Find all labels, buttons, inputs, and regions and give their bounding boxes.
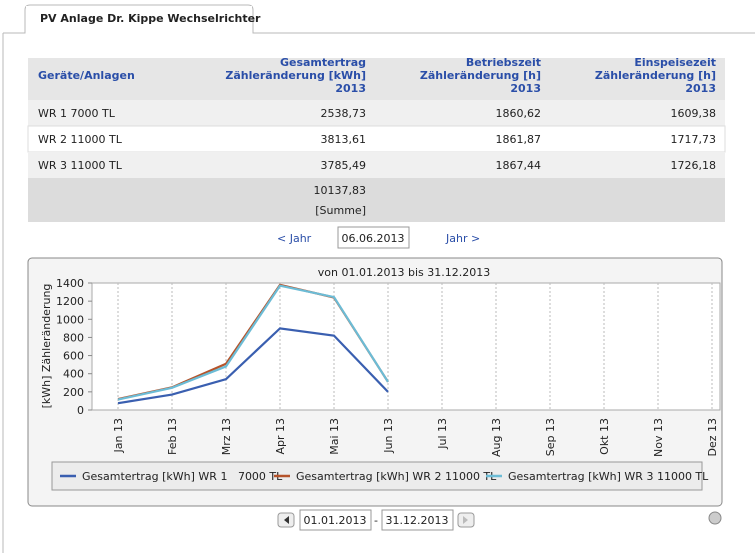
tab-frame xyxy=(3,4,755,34)
prev-year[interactable]: < Jahr xyxy=(277,232,312,245)
cell: 3785,49 xyxy=(321,159,367,172)
separator: - xyxy=(374,514,378,527)
legend-label: Gesamtertrag [kWh] WR 1 7000 TL xyxy=(82,470,283,483)
y-tick-label: 600 xyxy=(63,350,84,363)
sum-row xyxy=(28,178,725,222)
settings-icon[interactable] xyxy=(708,511,722,525)
cell: 1726,18 xyxy=(671,159,717,172)
cell: 1717,73 xyxy=(671,133,717,146)
plot-area xyxy=(91,282,721,411)
sum: 10137,83 xyxy=(314,184,367,197)
column-header: Geräte/Anlagen xyxy=(38,69,135,82)
column-header: Betriebszeit xyxy=(466,56,541,69)
column-header: Zähleränderung [h] xyxy=(420,69,541,82)
cell: 3813,61 xyxy=(321,133,367,146)
legend xyxy=(51,461,703,491)
date-input[interactable] xyxy=(337,226,410,249)
cell: WR 1 7000 TL xyxy=(38,107,116,120)
column-header: Gesamtertrag xyxy=(280,56,366,69)
cell: 1609,38 xyxy=(671,107,717,120)
y-axis-label: [kWh] Zähleränderung xyxy=(40,284,53,409)
column-header: 2013 xyxy=(510,82,541,95)
column-header: Zähleränderung [kWh] xyxy=(225,69,366,82)
x-tick-label: Dez 13 xyxy=(706,418,719,457)
arrow-left xyxy=(284,516,289,524)
cell: 1860,62 xyxy=(496,107,542,120)
x-tick-label: Sep 13 xyxy=(544,418,557,456)
column-header: 2013 xyxy=(685,82,716,95)
cell: WR 3 11000 TL xyxy=(38,159,123,172)
row xyxy=(28,152,725,178)
table-header xyxy=(28,58,725,100)
column-header: 2013 xyxy=(335,82,366,95)
to-input[interactable] xyxy=(381,509,454,531)
legend-label: Gesamtertrag [kWh] WR 3 11000 TL xyxy=(508,470,709,483)
column-header: Zähleränderung [h] xyxy=(595,69,716,82)
column-header: Einspeisezeit xyxy=(634,56,716,69)
table xyxy=(27,58,726,222)
row xyxy=(28,100,725,126)
x-tick-label: Aug 13 xyxy=(490,418,503,457)
y-tick-label: 1400 xyxy=(56,277,84,290)
x-tick-label: Apr 13 xyxy=(274,418,287,455)
y-tick-label: 800 xyxy=(63,331,84,344)
series-line xyxy=(117,327,389,405)
from-date: 01.01.2013 xyxy=(304,514,367,527)
y-tick-label: 0 xyxy=(77,404,84,417)
to-date: 31.12.2013 xyxy=(386,514,449,527)
next-year[interactable]: Jahr > xyxy=(445,232,480,245)
y-tick-label: 1200 xyxy=(56,295,84,308)
cell: WR 2 11000 TL xyxy=(38,133,123,146)
from-input[interactable] xyxy=(299,509,372,531)
series-line xyxy=(117,284,389,401)
arrow-right xyxy=(463,516,468,524)
tab-title: PV Anlage Dr. Kippe Wechselrichter xyxy=(40,12,261,25)
x-tick-label: Mrz 13 xyxy=(220,418,233,455)
x-tick-label: Feb 13 xyxy=(166,418,179,455)
cell: 1867,44 xyxy=(496,159,542,172)
x-tick-label: Nov 13 xyxy=(652,418,665,457)
x-tick-label: Mai 13 xyxy=(328,418,341,455)
y-tick-label: 1000 xyxy=(56,313,84,326)
legend-label: Gesamtertrag [kWh] WR 2 11000 TL xyxy=(296,470,497,483)
y-tick-label: 200 xyxy=(63,386,84,399)
sum-label: [Summe] xyxy=(315,204,366,217)
cell: 1861,87 xyxy=(496,133,542,146)
x-tick-label: Jun 13 xyxy=(382,418,395,454)
date: 06.06.2013 xyxy=(342,232,405,245)
y-tick-label: 400 xyxy=(63,368,84,381)
chart-title: von 01.01.2013 bis 31.12.2013 xyxy=(318,266,490,279)
x-tick-label: Jan 13 xyxy=(112,418,125,453)
x-tick-label: Okt 13 xyxy=(598,418,611,455)
cell: 2538,73 xyxy=(321,107,367,120)
row xyxy=(27,125,726,153)
tab[interactable] xyxy=(26,6,252,34)
x-tick-label: Jul 13 xyxy=(436,418,449,450)
